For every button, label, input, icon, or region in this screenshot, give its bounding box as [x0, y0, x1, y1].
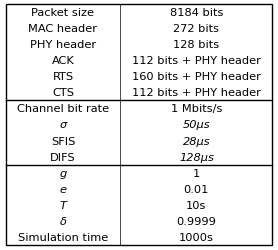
Text: e: e [59, 184, 66, 194]
Text: 128 bits: 128 bits [173, 40, 219, 50]
Text: SFIS: SFIS [51, 136, 75, 146]
Text: Packet size: Packet size [31, 8, 95, 18]
Text: Channel bit rate: Channel bit rate [17, 104, 109, 114]
Text: 10s: 10s [186, 200, 207, 210]
Text: DIFS: DIFS [50, 152, 76, 162]
Text: 1000s: 1000s [179, 232, 214, 242]
Text: 0.01: 0.01 [184, 184, 209, 194]
Text: 272 bits: 272 bits [173, 24, 219, 34]
Text: 112 bits + PHY header: 112 bits + PHY header [132, 88, 261, 98]
Text: 8184 bits: 8184 bits [170, 8, 223, 18]
Text: 160 bits + PHY header: 160 bits + PHY header [132, 72, 261, 82]
Text: 128μs: 128μs [179, 152, 214, 162]
Text: 1 Mbits/s: 1 Mbits/s [171, 104, 222, 114]
Text: RTS: RTS [52, 72, 73, 82]
Text: 0.9999: 0.9999 [177, 216, 216, 226]
Text: 112 bits + PHY header: 112 bits + PHY header [132, 56, 261, 66]
Text: PHY header: PHY header [30, 40, 96, 50]
Text: T: T [59, 200, 66, 210]
Text: δ: δ [59, 216, 66, 226]
Text: g: g [59, 168, 66, 178]
Text: MAC header: MAC header [28, 24, 98, 34]
Text: 28μs: 28μs [183, 136, 210, 146]
Text: CTS: CTS [52, 88, 74, 98]
Text: ACK: ACK [51, 56, 74, 66]
Text: 1: 1 [193, 168, 200, 178]
Text: σ: σ [59, 120, 66, 130]
Text: Simulation time: Simulation time [18, 232, 108, 242]
Text: 50μs: 50μs [183, 120, 210, 130]
